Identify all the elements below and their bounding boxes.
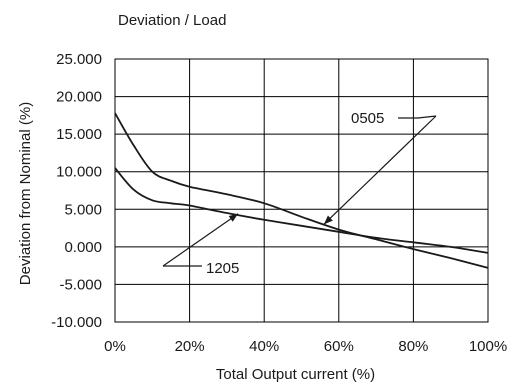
leader-line-0505: [398, 115, 437, 119]
x-axis-label: Total Output current (%): [216, 366, 375, 383]
plot-grid: [114, 58, 489, 323]
x-tick-label: 40%: [249, 338, 279, 355]
x-tick-label: 20%: [175, 338, 205, 355]
series-label-1205: 1205: [206, 260, 239, 277]
series-label-0505: 0505: [351, 110, 384, 127]
x-tick-label: 80%: [398, 338, 428, 355]
x-tick-label: 0%: [104, 338, 126, 355]
y-tick-label: 0.000: [64, 239, 102, 256]
x-tick-labels: 0% 20% 40% 60% 80% 100%: [104, 338, 507, 355]
chart-title: Deviation / Load: [118, 12, 226, 29]
y-axis-label: Deviation from Nominal (%): [17, 102, 34, 285]
series-annotations: 0505 1205: [162, 110, 437, 277]
y-tick-label: -5.000: [59, 276, 102, 293]
series-lines: [114, 112, 489, 269]
y-tick-label: -10.000: [51, 314, 102, 331]
arrow-head-1205: [228, 213, 239, 222]
y-tick-label: 25.000: [56, 51, 102, 68]
x-tick-label: 60%: [324, 338, 354, 355]
arrow-line-0505: [323, 115, 437, 225]
y-tick-label: 15.000: [56, 126, 102, 143]
arrow-head-0505: [323, 215, 333, 225]
plot-frame: [114, 58, 489, 323]
y-tick-label: 5.000: [64, 201, 102, 218]
y-tick-labels: 25.000 20.000 15.000 10.000 5.000 0.000 -5.000…: [51, 51, 102, 331]
y-tick-label: 10.000: [56, 164, 102, 181]
arrow-line-1205: [162, 213, 239, 267]
y-tick-label: 20.000: [56, 89, 102, 106]
x-tick-label: 100%: [469, 338, 507, 355]
series-line-0505: [114, 112, 489, 269]
series-line-1205: [114, 167, 489, 254]
